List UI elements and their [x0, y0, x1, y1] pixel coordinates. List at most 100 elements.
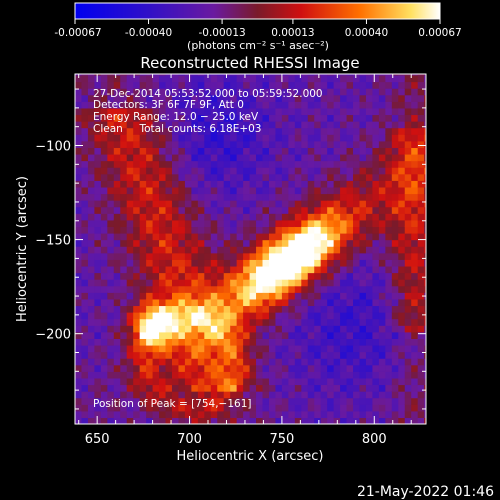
heatmap-cell [223, 417, 231, 424]
heatmap-cell [191, 417, 199, 424]
heatmap-cell [133, 246, 141, 254]
heatmap-cell [256, 200, 264, 208]
heatmap-cell [275, 318, 283, 326]
heatmap-cell [159, 180, 167, 188]
heatmap-cell [411, 259, 419, 267]
heatmap-cell [210, 265, 218, 274]
heatmap-cell [197, 114, 205, 122]
heatmap-cell [171, 364, 180, 372]
heatmap-cell [417, 351, 425, 359]
heatmap-cell [314, 226, 322, 234]
heatmap-cell [424, 364, 426, 372]
heatmap-cell [107, 206, 115, 214]
heatmap-cell [288, 344, 296, 353]
heatmap-cell [353, 213, 361, 221]
heatmap-cell [417, 200, 425, 208]
heatmap-cell [281, 186, 289, 195]
heatmap-cell [411, 312, 419, 320]
heatmap-cell [100, 377, 108, 386]
heatmap-cell [281, 325, 289, 333]
heatmap-cell [139, 344, 147, 353]
colorbar-units: (photons cm⁻² s⁻¹ asec⁻²) [187, 39, 329, 52]
heatmap-cell [398, 213, 406, 221]
heatmap-cell [184, 200, 192, 208]
heatmap-cell [184, 153, 192, 162]
heatmap-cell [152, 252, 160, 260]
heatmap-cell [359, 305, 367, 313]
heatmap-cell [301, 351, 309, 359]
heatmap-cell [294, 219, 302, 228]
heatmap-cell [243, 318, 251, 326]
heatmap-cell [294, 167, 302, 175]
heatmap-cell [346, 107, 354, 116]
heatmap-cell [256, 193, 264, 201]
heatmap-cell [100, 298, 108, 307]
heatmap-cell [243, 265, 251, 274]
heatmap-cell [87, 417, 95, 424]
heatmap-cell [107, 318, 115, 326]
heatmap-cell [359, 364, 367, 372]
heatmap-cell [424, 121, 426, 129]
heatmap-cell [275, 193, 283, 201]
heatmap-cell [262, 265, 270, 274]
heatmap-cell [340, 74, 348, 76]
heatmap-cell [146, 246, 154, 254]
heatmap-cell [417, 213, 425, 221]
heatmap-cell [294, 325, 302, 333]
heatmap-cell [178, 364, 186, 372]
heatmap-cell [333, 239, 341, 247]
heatmap-cell [81, 305, 89, 313]
heatmap-cell [340, 364, 348, 372]
heatmap-cell [378, 272, 386, 280]
heatmap-cell [113, 298, 121, 307]
heatmap-cell [139, 384, 147, 392]
heatmap-cell [204, 206, 212, 214]
heatmap-cell [120, 167, 128, 175]
heatmap-cell [417, 410, 425, 419]
heatmap-cell [340, 213, 348, 221]
heatmap-cell [87, 351, 95, 359]
heatmap-cell [404, 384, 412, 392]
heatmap-cell [288, 206, 296, 214]
heatmap-cell [314, 193, 322, 201]
heatmap-cell [372, 233, 380, 241]
heatmap-cell [113, 272, 121, 280]
heatmap-cell [320, 173, 328, 181]
heatmap-cell [359, 312, 367, 320]
heatmap-cell [333, 107, 341, 116]
heatmap-cell [268, 252, 277, 260]
heatmap-cell [391, 140, 399, 148]
heatmap-cell [365, 147, 374, 155]
heatmap-cell [217, 377, 225, 386]
heatmap-cell [159, 121, 167, 129]
heatmap-cell [217, 101, 225, 109]
heatmap-cell [87, 338, 95, 346]
heatmap-cell [294, 213, 302, 221]
heatmap-cell [327, 259, 335, 267]
heatmap-cell [178, 140, 186, 148]
heatmap-cell [171, 404, 180, 412]
heatmap-cell [107, 279, 115, 287]
heatmap-cell [152, 377, 160, 386]
heatmap-cell [327, 338, 335, 346]
heatmap-cell [243, 74, 251, 83]
heatmap-cell [191, 252, 199, 260]
heatmap-cell [223, 391, 231, 399]
heatmap-cell [139, 239, 147, 247]
heatmap-cell [353, 88, 361, 96]
heatmap-cell [81, 351, 89, 359]
heatmap-cell [100, 325, 108, 333]
heatmap-cell [249, 127, 257, 135]
heatmap-cell [236, 338, 244, 346]
heatmap-cell [159, 338, 167, 346]
heatmap-cell [152, 410, 160, 419]
heatmap-cell [365, 364, 374, 372]
heatmap-cell [171, 239, 180, 247]
heatmap-cell [159, 325, 167, 333]
heatmap-cell [417, 331, 425, 339]
heatmap-cell [126, 417, 134, 424]
heatmap-cell [171, 298, 180, 307]
heatmap-cell [346, 371, 354, 379]
heatmap-cell [75, 107, 83, 116]
heatmap-cell [404, 88, 412, 96]
